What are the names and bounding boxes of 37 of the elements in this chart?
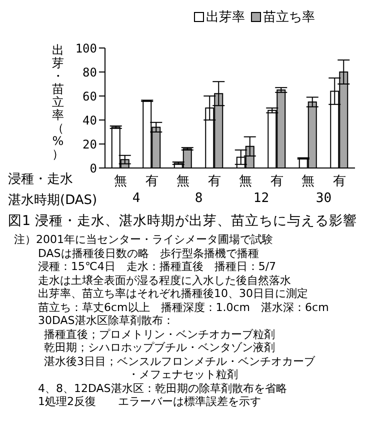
- text: 12: [252, 191, 270, 206]
- x-tick-label: 有: [208, 174, 221, 190]
- text: 注）2001年に当センター・ライシメータ圃場で試験: [13, 233, 274, 246]
- legend-label: 苗立ち率: [263, 9, 315, 26]
- legend-label: 出芽率: [206, 9, 245, 26]
- x-tick-label: 無: [176, 174, 190, 190]
- text: 苗立ち：草丈6cm以上 播種深度：1.0cm 湛水深：6cm: [37, 300, 330, 314]
- y-tick-label: 40: [82, 113, 97, 128]
- y-tick-label: 100: [75, 41, 97, 56]
- text: 湛水後3日目；ベンスルフロンメチル・ベンチオカーブ: [43, 354, 316, 368]
- text: 30: [314, 191, 333, 206]
- text: ・メフェナセット粒剤: [127, 368, 239, 382]
- text: 播種直後；プロメトリン・ベンチオカーブ粒剤: [43, 328, 276, 341]
- x-tick-label: 有: [270, 174, 284, 190]
- text: 乾田期；シハロホップブチル・ベンタゾン液剤: [43, 341, 276, 354]
- text: DASは播種後日数の略 歩行型条播機で播種: [37, 246, 260, 260]
- text: 浸種：15℃4日 走水：播種直後 播種日：5/7: [37, 260, 278, 274]
- text: 湛水時期(DAS): [8, 192, 98, 209]
- text: 8: [194, 191, 204, 206]
- text: 30DAS湛水区除草剤散布：: [37, 314, 175, 328]
- y-tick-label: 20: [82, 137, 97, 152]
- text: 4: [131, 191, 142, 206]
- x-tick-label: 有: [332, 174, 346, 190]
- text: 出芽率、苗立ち率はそれぞれ播種後10、30日目に測定: [37, 287, 309, 300]
- text: 走水は土壌全表面が湿る程度に入水した後自然落水: [37, 274, 292, 287]
- text: 図1 浸種・走水、湛水時期が出芽、苗立ちに与える影響: [8, 212, 358, 230]
- text: 4、8、12DAS湛水区：乾田期の除草剤散布を省略: [37, 382, 288, 395]
- x-axis-title: 浸種・走水: [8, 171, 73, 188]
- x-tick-label: 無: [114, 174, 128, 190]
- y-tick-label: 80: [82, 65, 97, 80]
- text: 出芽・苗立率（%）: [52, 43, 64, 161]
- y-tick-label: 60: [82, 89, 97, 104]
- x-tick-label: 無: [239, 174, 252, 190]
- x-tick-label: 有: [145, 174, 158, 190]
- x-tick-label: 無: [302, 174, 315, 190]
- y-tick-label: 0: [90, 161, 97, 176]
- text: 1処理2反復 エラーバーは標準誤差を示す: [37, 395, 262, 408]
